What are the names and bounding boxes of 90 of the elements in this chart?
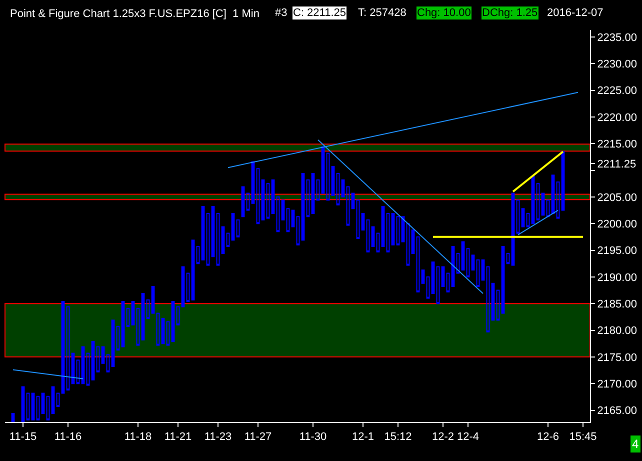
candlestick xyxy=(126,308,130,328)
x-tick-label: 11-27 xyxy=(244,431,272,444)
candlestick xyxy=(276,196,280,232)
candlestick xyxy=(306,179,310,218)
candlestick xyxy=(216,212,220,266)
y-tick-label: 2165.00 xyxy=(597,405,637,418)
y-tick-label: 2211.25 xyxy=(597,158,636,170)
candlestick xyxy=(406,223,410,266)
candlestick xyxy=(336,172,340,206)
y-tick-label: 2190.00 xyxy=(597,272,637,284)
y-tick-label: 2225.00 xyxy=(597,85,637,98)
candlestick xyxy=(356,200,360,240)
candlestick xyxy=(266,183,270,219)
text: #3 xyxy=(275,7,288,19)
candlestick xyxy=(186,272,190,302)
candlestick xyxy=(116,326,120,350)
x-tick-label: 12-1 xyxy=(352,431,374,444)
y-tick-label: 2230.00 xyxy=(597,58,637,70)
x-tick-label: 11-18 xyxy=(124,431,152,444)
y-tick-label: 2195.00 xyxy=(597,245,637,258)
x-tick-label: 11-16 xyxy=(54,431,82,444)
candlestick xyxy=(366,219,370,252)
y-tick-label: 2175.00 xyxy=(597,352,637,364)
candlestick xyxy=(556,182,560,219)
candlestick xyxy=(66,306,70,390)
candlestick xyxy=(156,312,160,346)
x-tick-label: 12-2 xyxy=(432,431,454,444)
chart-title: Point & Figure Chart 1.25x3 F.US.EPZ16 [C] 1 Min xyxy=(10,8,260,20)
candlestick xyxy=(96,346,100,372)
candlestick xyxy=(176,306,180,326)
x-tick-label: 11-21 xyxy=(164,431,192,444)
y-tick-label: 2200.00 xyxy=(597,218,637,230)
candlestick xyxy=(86,352,90,386)
y-tick-label: 2170.00 xyxy=(597,378,637,390)
candlestick xyxy=(296,216,300,246)
candlestick xyxy=(376,232,380,252)
candlestick xyxy=(546,200,550,218)
candlestick xyxy=(46,396,50,420)
x-tick-label: 12-6 xyxy=(536,431,560,444)
y-tick-label: 2185.00 xyxy=(597,298,637,310)
candlestick xyxy=(466,248,470,278)
x-tick-label: 11-30 xyxy=(299,431,327,444)
candlestick xyxy=(236,219,240,238)
candlestick xyxy=(516,200,520,234)
candlestick xyxy=(286,208,290,232)
candlestick xyxy=(316,179,320,201)
x-tick-label: 11-23 xyxy=(204,431,232,444)
candlestick xyxy=(486,266,490,332)
y-tick-label: 2220.00 xyxy=(597,112,637,124)
text: DChg: 1.25 xyxy=(482,7,538,19)
y-tick-label: 2235.00 xyxy=(597,32,637,44)
candlestick xyxy=(136,308,140,346)
text: Chg: 10.00 xyxy=(417,7,471,19)
y-tick-label: 2205.00 xyxy=(597,192,637,204)
y-tick-label: 2180.00 xyxy=(597,325,637,338)
candlestick xyxy=(56,392,60,408)
candlestick xyxy=(166,321,170,346)
candlestick xyxy=(426,276,430,299)
y-tick-label: 2215.00 xyxy=(597,138,637,150)
candlestick xyxy=(326,152,330,201)
candlestick xyxy=(206,212,210,266)
x-tick-label: 15:45 xyxy=(569,431,597,444)
candlestick xyxy=(496,290,500,321)
x-tick-label: 11-15 xyxy=(9,431,37,444)
candlestick xyxy=(196,246,200,264)
candlestick xyxy=(456,252,460,274)
candlestick xyxy=(146,299,150,320)
candlestick xyxy=(416,236,420,292)
candlestick xyxy=(536,183,540,220)
candlestick xyxy=(36,396,40,420)
candlestick xyxy=(446,272,450,292)
candlestick xyxy=(506,252,510,264)
candlestick xyxy=(346,186,350,226)
candlestick xyxy=(26,392,30,420)
x-tick-label: 12-4 xyxy=(456,431,480,444)
candlestick xyxy=(476,259,480,288)
candlestick xyxy=(106,354,110,372)
text: C: 2211.25 xyxy=(293,7,346,19)
text: 2016-12-07 xyxy=(547,7,604,19)
candlestick xyxy=(256,168,260,224)
candlestick xyxy=(76,360,80,384)
candlestick xyxy=(526,212,530,228)
candlestick xyxy=(386,212,390,252)
candlestick xyxy=(396,216,400,246)
candlestick xyxy=(226,232,230,248)
x-tick-label: 15:12 xyxy=(384,431,412,444)
candlestick xyxy=(436,266,440,304)
text: 4 xyxy=(632,437,639,451)
text: T: 257428 xyxy=(358,7,406,19)
candlestick xyxy=(246,192,250,211)
